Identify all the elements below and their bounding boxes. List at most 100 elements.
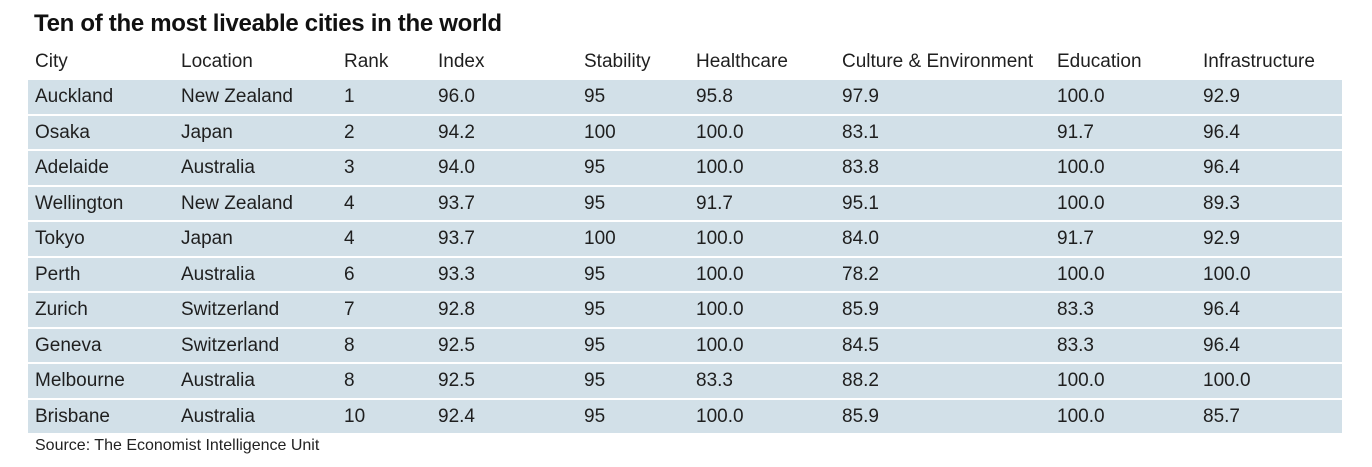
cell-education: 83.3 (1057, 334, 1094, 356)
cell-culture-environment: 83.8 (842, 157, 879, 178)
cell-rank: 4 (344, 228, 355, 249)
cell-stability: 95 (584, 334, 606, 356)
cell-rank: 8 (344, 370, 355, 391)
cell-stability: 95 (584, 86, 606, 107)
cell-education: 83.3 (1057, 299, 1094, 320)
column-header-healthcare: Healthcare (696, 51, 788, 72)
cell-city: Perth (35, 263, 81, 285)
cell-stability: 95 (584, 299, 606, 320)
cell-education: 100.0 (1057, 263, 1105, 285)
cell-infrastructure: 85.7 (1203, 405, 1240, 427)
cell-index: 92.5 (438, 334, 475, 356)
cell-city: Zurich (35, 299, 88, 320)
column-header-index: Index (438, 51, 485, 72)
cell-healthcare: 100.0 (696, 121, 744, 143)
cell-city: Osaka (35, 121, 90, 143)
column-header-location: Location (181, 51, 253, 72)
cell-stability: 95 (584, 263, 606, 285)
cell-rank: 4 (344, 192, 355, 214)
cell-healthcare: 100.0 (696, 157, 744, 178)
table-row: Auckland New Zealand 1 96.0 95 95.8 97.9 100.0 9… (28, 80, 1342, 114)
table-row: Wellington New Zealand 4 93.7 95 91.7 95.1 100.… (28, 186, 1342, 220)
cell-infrastructure: 92.9 (1203, 228, 1240, 249)
cell-healthcare: 100.0 (696, 299, 744, 320)
cell-culture-environment: 97.9 (842, 86, 879, 107)
cell-education: 91.7 (1057, 121, 1094, 143)
table-title: Ten of the most liveable cities in the w… (34, 10, 502, 37)
cell-education: 100.0 (1057, 405, 1105, 427)
source-note: Source: The Economist Intelligence Unit (35, 437, 320, 454)
cell-healthcare: 100.0 (696, 334, 744, 356)
cell-culture-environment: 84.0 (842, 228, 879, 249)
cell-location: New Zealand (181, 86, 293, 107)
cell-infrastructure: 100.0 (1203, 370, 1251, 391)
cell-city: Geneva (35, 334, 102, 356)
cell-culture-environment: 88.2 (842, 370, 879, 391)
cell-education: 100.0 (1057, 157, 1105, 178)
cell-city: Tokyo (35, 228, 85, 249)
cell-healthcare: 91.7 (696, 192, 733, 214)
cell-city: Wellington (35, 192, 124, 214)
cell-stability: 100 (584, 228, 616, 249)
cell-location: Switzerland (181, 334, 280, 356)
cell-healthcare: 100.0 (696, 263, 744, 285)
cell-index: 92.5 (438, 370, 475, 391)
cell-rank: 6 (344, 263, 355, 285)
cell-stability: 95 (584, 405, 606, 427)
table-row: Melbourne Australia 8 92.5 95 83.3 88.2 100.0 10… (28, 364, 1342, 398)
cell-culture-environment: 85.9 (842, 299, 879, 320)
cell-location: Australia (181, 370, 255, 391)
column-header-education: Education (1057, 51, 1142, 72)
cell-location: Australia (181, 405, 255, 427)
cell-healthcare: 95.8 (696, 86, 733, 107)
cell-location: Japan (181, 121, 233, 143)
column-header-infrastructure: Infrastructure (1203, 51, 1315, 72)
cell-rank: 8 (344, 334, 355, 356)
cell-city: Melbourne (35, 370, 125, 391)
cell-index: 92.4 (438, 405, 475, 427)
table-row: Geneva Switzerland 8 92.5 95 100.0 84.5 83.3 96.… (28, 328, 1342, 362)
cell-index: 92.8 (438, 299, 475, 320)
cell-index: 96.0 (438, 86, 475, 107)
table-header: City Location Rank Index Stability Healt… (28, 46, 1342, 78)
column-header-city: City (35, 51, 68, 72)
table-row: Brisbane Australia 10 92.4 95 100.0 85.9 100.0 8… (28, 399, 1342, 433)
cell-rank: 1 (344, 86, 355, 107)
cell-city: Auckland (35, 86, 114, 107)
cell-infrastructure: 96.4 (1203, 157, 1240, 178)
cell-culture-environment: 83.1 (842, 121, 879, 143)
cell-rank: 7 (344, 299, 355, 320)
cell-index: 93.7 (438, 192, 475, 214)
column-header-rank: Rank (344, 51, 389, 72)
cell-location: Switzerland (181, 299, 280, 320)
cell-education: 100.0 (1057, 86, 1105, 107)
cell-city: Adelaide (35, 157, 109, 178)
cell-healthcare: 100.0 (696, 228, 744, 249)
cell-infrastructure: 100.0 (1203, 263, 1251, 285)
cell-location: Australia (181, 263, 255, 285)
table-row: Tokyo Japan 4 93.7 100 100.0 84.0 91.7 92.9 (28, 222, 1342, 256)
cell-index: 93.7 (438, 228, 475, 249)
cell-culture-environment: 85.9 (842, 405, 879, 427)
cell-location: New Zealand (181, 192, 293, 214)
cell-city: Brisbane (35, 405, 110, 427)
cell-location: Japan (181, 228, 233, 249)
cell-education: 100.0 (1057, 370, 1105, 391)
table-row: Zurich Switzerland 7 92.8 95 100.0 85.9 83.3 96.… (28, 293, 1342, 327)
cell-infrastructure: 96.4 (1203, 299, 1240, 320)
table-row: Perth Australia 6 93.3 95 100.0 78.2 100.0 100.0 (28, 257, 1342, 291)
cell-culture-environment: 95.1 (842, 192, 879, 214)
table-row: Osaka Japan 2 94.2 100 100.0 83.1 91.7 96.4 (28, 115, 1342, 149)
column-header-culture-environment: Culture & Environment (842, 51, 1034, 72)
column-header-stability: Stability (584, 51, 651, 72)
cell-infrastructure: 92.9 (1203, 86, 1240, 107)
cell-culture-environment: 78.2 (842, 263, 879, 285)
cell-index: 94.0 (438, 157, 475, 178)
cell-infrastructure: 96.4 (1203, 334, 1240, 356)
cell-rank: 3 (344, 157, 355, 178)
cell-index: 93.3 (438, 263, 475, 285)
table-body: Auckland New Zealand 1 96.0 95 95.8 97.9 100.0 9… (28, 80, 1342, 435)
cell-stability: 100 (584, 121, 616, 143)
cell-healthcare: 100.0 (696, 405, 744, 427)
cell-healthcare: 83.3 (696, 370, 733, 391)
